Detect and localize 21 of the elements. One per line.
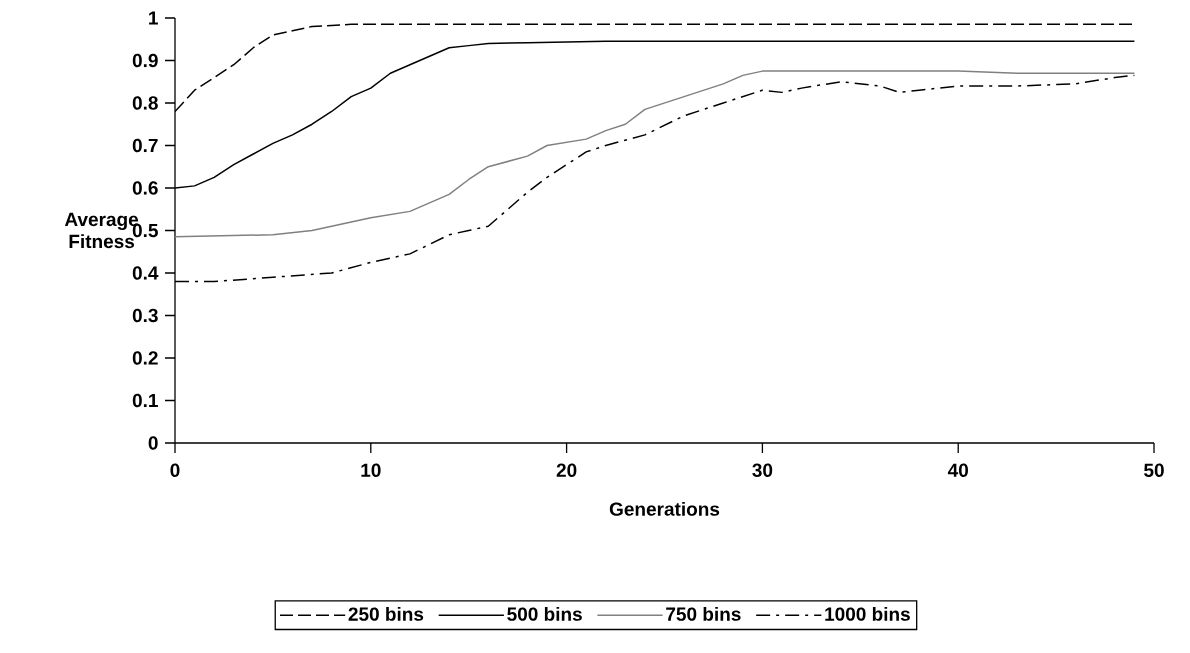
- x-tick-label: 30: [752, 463, 773, 478]
- y-tick-label: 0.6: [132, 181, 158, 195]
- y-tick-label: 0.7: [132, 138, 158, 153]
- legend-label: 500 bins: [507, 606, 582, 621]
- legend-label: 250 bins: [348, 606, 424, 621]
- x-tick-label: 50: [1144, 463, 1164, 477]
- y-tick-label: 0.2: [132, 351, 158, 365]
- x-axis-title: Generations: [609, 501, 720, 516]
- y-tick-label: 1: [149, 11, 158, 25]
- y-tick-label: 0.3: [132, 308, 158, 323]
- x-tick-label: 0: [170, 463, 180, 477]
- y-tick-label: 0.4: [132, 266, 159, 280]
- x-tick-label: 10: [361, 463, 381, 477]
- y-tick-label: 0: [148, 436, 158, 450]
- y-tick-label: 0.1: [132, 393, 158, 408]
- x-tick-label: 40: [947, 463, 968, 477]
- legend-label: 750 bins: [666, 606, 741, 621]
- y-tick-label: 0.8: [132, 96, 158, 110]
- legend-label: 1000 bins: [825, 606, 910, 621]
- x-tick-label: 20: [556, 463, 577, 477]
- y-tick-label: 0.9: [132, 53, 158, 68]
